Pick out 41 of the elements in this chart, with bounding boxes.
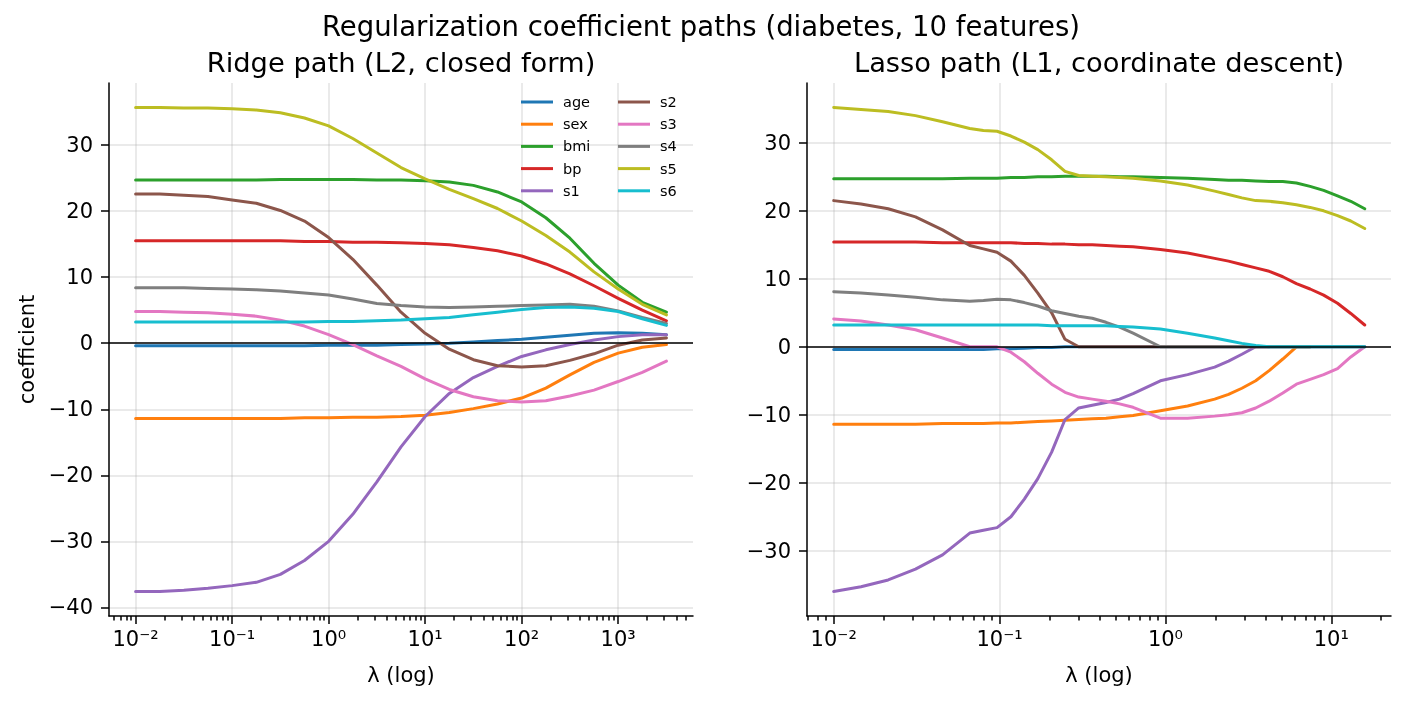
y-tick-label: −10 (746, 402, 791, 427)
y-tick-label: −10 (48, 397, 93, 422)
y-tick-label: 20 (66, 199, 93, 224)
legend-label: s1 (563, 182, 580, 199)
x-tick-label: 10⁰ (1147, 626, 1184, 651)
y-tick-label: 0 (79, 331, 93, 356)
y-tick-label: −20 (48, 463, 93, 488)
text: Regularization coefficient paths (diabetes, 10 features) (320, 10, 1082, 42)
legend-label: bmi (563, 138, 591, 155)
legend-label: age (563, 94, 591, 110)
x-tick-label: 10¹ (407, 626, 443, 651)
x-tick-label: 10² (504, 626, 540, 651)
x-tick-label: 10⁻² (112, 626, 159, 651)
y-tick-label: −20 (746, 470, 791, 495)
y-tick-label: 10 (66, 265, 93, 290)
legend-label: s2 (660, 94, 677, 110)
y-tick-label: 0 (777, 334, 791, 359)
y-tick-label: 20 (764, 198, 791, 223)
y-tick-label: 10 (764, 266, 791, 291)
x-tick-label: 10⁰ (311, 626, 347, 651)
x-tick-label: 10⁻¹ (976, 626, 1023, 651)
y-tick-label: −30 (48, 529, 93, 554)
chart-title: Lasso path (L1, coordinate descent) (853, 46, 1345, 78)
x-tick-label: 10⁻¹ (209, 626, 256, 651)
y-tick-label: −40 (48, 595, 93, 620)
y-tick-label: −30 (746, 538, 791, 563)
legend-label: s4 (660, 138, 677, 155)
y-axis-title: coefficient (15, 294, 40, 405)
legend-label: s3 (660, 116, 677, 133)
legend-label: s6 (660, 182, 677, 199)
legend-label: bp (563, 160, 582, 177)
x-tick-label: 10¹ (1313, 626, 1349, 651)
y-tick-label: 30 (764, 130, 791, 155)
x-tick-label: 10⁻² (810, 626, 857, 651)
x-axis-title: λ (log) (1065, 662, 1133, 687)
chart-title: Ridge path (L2, closed form) (206, 46, 596, 78)
y-tick-label: 30 (66, 133, 93, 158)
legend-label: sex (563, 116, 589, 133)
x-tick-label: 10³ (600, 626, 636, 651)
legend-label: s5 (660, 160, 677, 177)
x-axis-title: λ (log) (367, 662, 435, 687)
